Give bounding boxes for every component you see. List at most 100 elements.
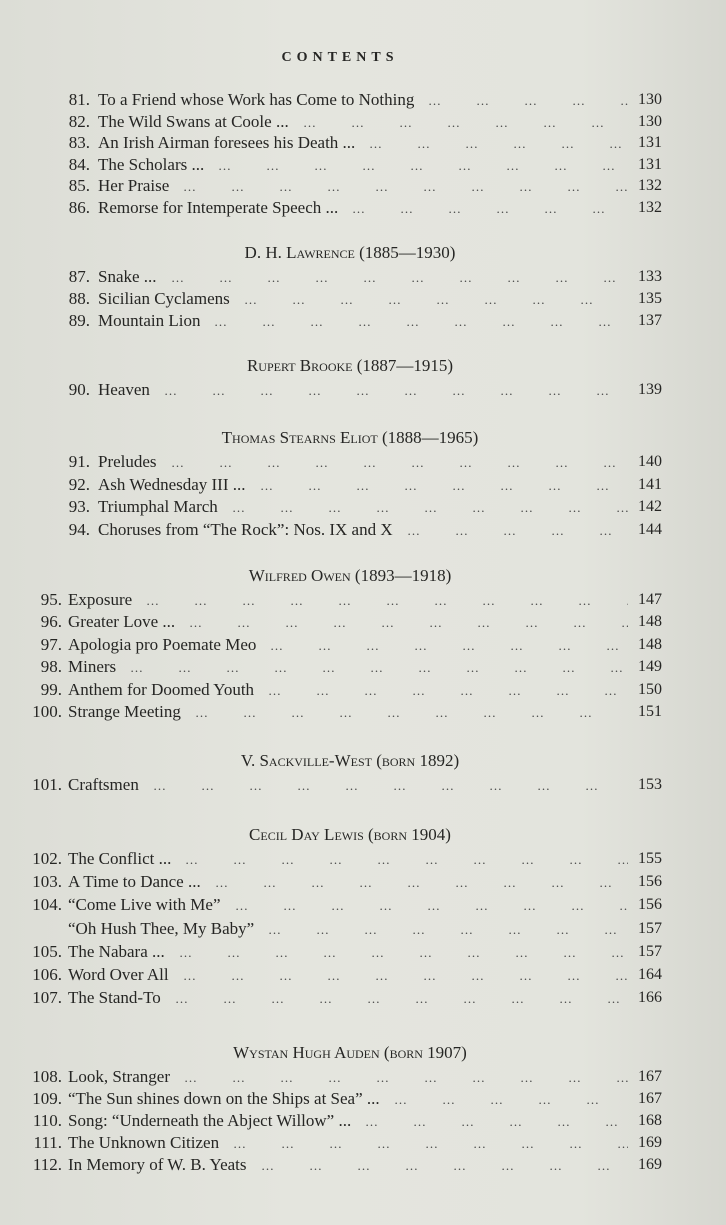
author-heading: Cecil Day Lewis (born 1904) (249, 825, 451, 844)
dot-leader (146, 589, 628, 612)
entry-page-number: 156 (638, 896, 662, 914)
entry-number: 84. (68, 154, 90, 174)
entry-title: Her Praise (98, 176, 170, 195)
entry-page-number: 166 (638, 989, 662, 1007)
entry-page-number: 169 (638, 1156, 662, 1173)
entry-page-number: 156 (638, 873, 662, 891)
dot-leader (185, 848, 628, 871)
entry-number: 106. (32, 964, 62, 984)
dot-leader (233, 1132, 628, 1155)
toc-entry: 103. A Time to Dance ... 156 (0, 871, 726, 894)
dot-leader (394, 1088, 628, 1111)
dot-leader (130, 656, 628, 679)
toc-entry: 81. To a Friend whose Work has Come to No… (0, 89, 726, 111)
toc-entry: 106. Word Over All 164 (0, 964, 726, 987)
dot-leader (218, 154, 628, 177)
entry-number: 109. (32, 1089, 62, 1108)
entry-number: 111. (33, 1133, 63, 1152)
entry-number: 102. (32, 849, 62, 868)
entry-title: Craftsmen (68, 775, 139, 794)
entry-page-number: 167 (638, 1090, 662, 1107)
entry-title: Ash Wednesday III ... (98, 474, 246, 494)
toc-entry: 102. The Conflict ... 155 (0, 848, 726, 871)
entry-number: 91. (68, 452, 90, 471)
entry-number: 86. (68, 197, 90, 217)
entry-number: 104. (32, 895, 62, 915)
entry-page-number: 131 (638, 134, 662, 151)
entry-number: 99. (40, 679, 62, 699)
entry-page-number: 141 (638, 475, 662, 493)
toc-section: D. H. Lawrence (1885—1930) 87. Snake ... 13… (0, 240, 726, 332)
dot-leader (183, 964, 628, 987)
entry-page-number: 147 (638, 591, 662, 608)
dot-leader (183, 175, 628, 198)
dot-leader (179, 941, 628, 964)
entry-page-number: 144 (638, 520, 662, 538)
entry-title: “Oh Hush Thee, My Baby” (68, 918, 255, 938)
entry-title: Remorse for Intemperate Speech ... (98, 197, 339, 217)
toc-entry: 89. Mountain Lion 137 (0, 310, 726, 332)
toc-section: 81. To a Friend whose Work has Come to No… (0, 89, 726, 218)
entry-page-number: 168 (638, 1112, 662, 1129)
toc-entry: 104. “Come Live with Me” 156 (0, 894, 726, 917)
entry-number: 98. (40, 657, 62, 677)
dot-leader (365, 1110, 628, 1133)
entry-page-number: 130 (638, 91, 662, 108)
entry-number: 97. (40, 634, 62, 654)
author-heading: Wystan Hugh Auden (born 1907) (233, 1043, 467, 1062)
entry-page-number: 155 (638, 850, 662, 867)
toc-entry: 105. The Nabara ... 157 (0, 941, 726, 964)
entry-number: 95. (40, 590, 62, 609)
entry-number: 96. (40, 612, 62, 632)
entry-title: Song: “Underneath the Abject Willow” ... (68, 1111, 352, 1130)
entry-number: 82. (68, 111, 90, 131)
entry-page-number: 153 (638, 776, 662, 793)
entry-title: Heaven (98, 380, 150, 399)
entry-page-number: 142 (638, 498, 662, 515)
author-heading: D. H. Lawrence (1885—1930) (244, 243, 456, 262)
toc-entry: 88. Sicilian Cyclamens 135 (0, 288, 726, 310)
entry-number: 87. (68, 267, 90, 286)
entry-number: 110. (32, 1111, 62, 1130)
entry-page-number: 149 (638, 658, 662, 676)
toc-entry: 87. Snake ... 133 (0, 266, 726, 288)
dot-leader (189, 611, 628, 634)
toc-entry: 111. The Unknown Citizen 169 (0, 1132, 726, 1154)
toc-section: Rupert Brooke (1887—1915) 90. Heaven 139 (0, 353, 726, 401)
entry-page-number: 130 (638, 112, 662, 130)
entry-number: 85. (68, 176, 90, 195)
entry-page-number: 157 (638, 919, 662, 937)
entry-title: Look, Stranger (68, 1067, 170, 1086)
entry-page-number: 148 (638, 613, 662, 631)
toc-entry: 109. “The Sun shines down on the Ships at… (0, 1088, 726, 1110)
entry-page-number: 137 (638, 312, 662, 329)
toc-entry: 112. In Memory of W. B. Yeats 169 (0, 1154, 726, 1176)
entry-title: Apologia pro Poemate Meo (68, 634, 257, 654)
dot-leader (184, 1066, 628, 1089)
entry-title: The Stand-To (68, 988, 161, 1008)
entry-title: “The Sun shines down on the Ships at Sea… (68, 1089, 380, 1108)
dot-leader (369, 132, 628, 155)
toc-entry: 92. Ash Wednesday III ... 141 (0, 474, 726, 497)
author-heading: Wilfred Owen (1893—1918) (248, 566, 452, 585)
entry-number: 103. (32, 872, 62, 892)
toc-entry: 96. Greater Love ... 148 (0, 611, 726, 633)
toc-entry: 101. Craftsmen 153 (0, 774, 726, 796)
entry-title: The Wild Swans at Coole ... (98, 111, 289, 131)
entry-number: 108. (32, 1067, 62, 1086)
dot-leader (232, 496, 628, 519)
toc-entry: 107. The Stand-To 166 (0, 987, 726, 1010)
toc-entry: 95. Exposure 147 (0, 589, 726, 611)
entry-title: In Memory of W. B. Yeats (68, 1155, 247, 1174)
dot-leader (244, 288, 628, 311)
entry-page-number: 132 (638, 177, 662, 194)
entry-page-number: 167 (638, 1068, 662, 1085)
toc-section: Wilfred Owen (1893—1918) 95. Exposure 147 96… (0, 563, 726, 723)
entry-page-number: 135 (638, 290, 662, 307)
entry-number: 88. (68, 289, 90, 308)
entry-number: 92. (68, 474, 90, 494)
entry-title: An Irish Airman foresees his Death ... (98, 133, 356, 152)
dot-leader (428, 89, 628, 112)
entry-number: 83. (68, 133, 90, 152)
toc-section: Wystan Hugh Auden (born 1907) 108. Look, S… (0, 1040, 726, 1176)
